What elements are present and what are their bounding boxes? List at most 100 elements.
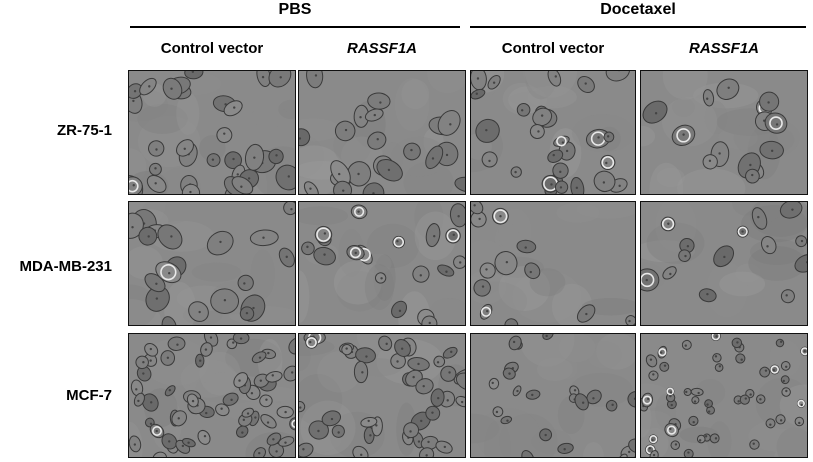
cell [331, 424, 345, 438]
cell-nucleus [155, 429, 158, 433]
cell [547, 71, 562, 87]
cell-nucleus [736, 341, 739, 344]
cell-nucleus [149, 422, 153, 426]
micrograph-image [299, 202, 465, 325]
texture-blotch [299, 206, 349, 226]
cell-nucleus [233, 106, 236, 109]
cell-nucleus [291, 371, 294, 374]
cell-nucleus [605, 161, 608, 165]
cell-nucleus [775, 123, 779, 126]
cell-nucleus [737, 400, 740, 403]
cell-nucleus [387, 168, 391, 172]
micrograph-image [129, 202, 295, 325]
cell-nucleus [800, 403, 803, 407]
texture-blotch [662, 71, 708, 100]
cell-nucleus [718, 365, 722, 368]
cell-nucleus [367, 419, 370, 423]
cell-halo [661, 217, 675, 231]
cell-nucleus [250, 392, 254, 395]
cell-nucleus [204, 348, 208, 351]
cell-nucleus [473, 204, 476, 207]
texture-blotch [704, 100, 728, 135]
cell-nucleus [516, 389, 519, 393]
micrograph-panel [470, 70, 636, 195]
cell [690, 387, 704, 397]
cell-nucleus [309, 340, 312, 344]
cell-nucleus [606, 135, 610, 138]
cell-nucleus [258, 356, 262, 359]
cell [139, 77, 157, 96]
cell-nucleus [759, 398, 762, 401]
cell-halo [493, 209, 508, 224]
cell-nucleus [782, 379, 785, 383]
cell [712, 353, 722, 363]
micrograph-panel [640, 70, 808, 195]
micrograph-image [299, 334, 465, 457]
texture-blotch [137, 103, 188, 134]
cell-nucleus [550, 183, 553, 186]
cell [508, 335, 522, 351]
cell-nucleus [449, 123, 452, 126]
cell-nucleus [412, 375, 415, 379]
micrograph-image [641, 334, 807, 457]
cell-nucleus [232, 341, 235, 344]
cell-nucleus [670, 403, 673, 407]
cell-nucleus [266, 421, 270, 424]
cell-nucleus [133, 443, 137, 446]
cell-nucleus [545, 334, 548, 338]
cell [516, 103, 531, 117]
texture-blotch [509, 90, 578, 107]
cell-nucleus [649, 358, 653, 361]
cell [378, 335, 393, 352]
cell-nucleus [485, 128, 488, 132]
texture-blotch [299, 270, 310, 324]
cell [301, 241, 315, 256]
cell [688, 415, 699, 426]
texture-blotch [250, 249, 275, 300]
cell-halo [316, 227, 331, 242]
cell [664, 423, 679, 438]
micrograph-image [471, 71, 635, 194]
cell-halo [737, 226, 748, 237]
cell-nucleus [240, 185, 243, 188]
cell-nucleus [262, 236, 265, 239]
cell [283, 202, 295, 216]
cell-halo [800, 347, 807, 356]
cell [516, 239, 537, 254]
cell-nucleus [149, 347, 153, 351]
texture-blotch [735, 263, 761, 283]
cell-nucleus [420, 419, 423, 423]
cell-halo [645, 445, 655, 455]
micrograph-image [471, 202, 635, 325]
cell [761, 236, 777, 255]
texture-blotch [656, 167, 685, 188]
cell-nucleus [236, 173, 239, 176]
cell [547, 149, 564, 163]
cell-nucleus [323, 232, 327, 235]
cell-nucleus [314, 74, 318, 77]
cell-nucleus [669, 391, 673, 394]
cell-nucleus [361, 371, 364, 374]
cell-halo [642, 395, 652, 405]
cell-nucleus [252, 306, 255, 310]
cell [794, 254, 807, 273]
cell [197, 429, 211, 445]
texture-blotch [364, 264, 394, 310]
cell [216, 127, 233, 144]
cell-nucleus [279, 76, 282, 79]
col-label-docetaxel-control: Control vector [501, 40, 605, 57]
cell [627, 391, 635, 408]
cell-nucleus [272, 438, 275, 441]
cell [313, 246, 336, 266]
cell-nucleus [708, 159, 712, 163]
cell-nucleus [149, 359, 152, 362]
texture-blotch [333, 260, 382, 305]
cell-nucleus [183, 147, 186, 151]
group-line-pbs [130, 26, 460, 28]
cell-nucleus [584, 82, 587, 85]
cell-nucleus [475, 92, 478, 95]
cell-nucleus [223, 299, 227, 302]
cell-nucleus [682, 133, 685, 136]
texture-blotch [595, 334, 635, 370]
cell-nucleus [168, 388, 172, 392]
